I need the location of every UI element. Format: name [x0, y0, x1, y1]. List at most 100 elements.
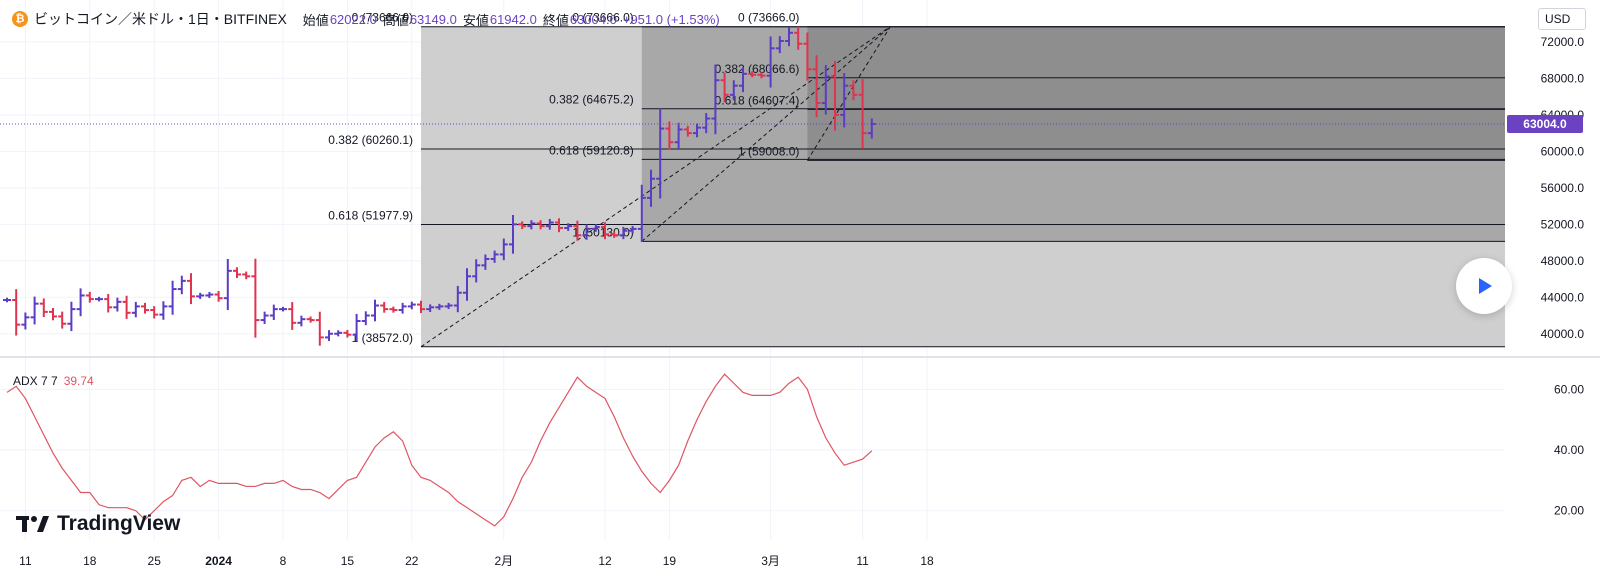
- ohlc-bar: [757, 72, 766, 79]
- fib-level-label: 0.382 (68066.6): [715, 62, 800, 76]
- fib-level-label: 0.382 (64675.2): [549, 93, 634, 107]
- low-value: 61942.0: [489, 11, 537, 27]
- ohlc-bar: [693, 123, 701, 138]
- time-axis-label: 2024: [205, 554, 232, 568]
- ohlc-bar: [269, 304, 278, 321]
- high-label: 高値: [382, 12, 409, 28]
- ohlc-bar: [674, 122, 683, 149]
- ohlc-bar: [619, 226, 628, 240]
- ohlc-bar: [325, 330, 333, 341]
- ohlc-bar: [67, 301, 76, 332]
- ohlc-bar: [417, 300, 425, 314]
- change-value: +951.0 (+1.53%): [622, 11, 720, 27]
- ohlc-bar: [573, 220, 582, 241]
- ohlc-bar: [665, 121, 674, 150]
- symbol-title[interactable]: ビットコイン／米ドル・1日・BITFINEX: [34, 11, 287, 27]
- price-axis-label: 40000.0: [1541, 327, 1585, 341]
- ohlc-bar: [463, 268, 471, 301]
- ohlc-bar: [536, 220, 545, 230]
- fib-level-label: 0.618 (64607.4): [715, 93, 800, 107]
- ohlc-bar: [720, 72, 729, 103]
- ohlc-bar: [545, 218, 554, 230]
- ohlc-bar: [30, 296, 39, 325]
- time-axis-label: 11: [19, 554, 32, 568]
- ohlc-bar: [315, 311, 324, 346]
- adx-axis-label: 20.00: [1554, 504, 1584, 518]
- ohlc-bar: [444, 302, 453, 309]
- fib-level-label: 0.618 (51977.9): [328, 209, 413, 223]
- adx-title: ADX 7 7: [13, 374, 58, 388]
- fib-level-label: 0 (73666.0): [738, 11, 799, 25]
- ohlc-bar: [260, 311, 269, 324]
- ohlc-bar: [711, 64, 720, 135]
- ohlc-bar: [849, 80, 858, 101]
- play-icon: [1479, 278, 1492, 294]
- tradingview-logo-icon: [16, 516, 49, 532]
- currency-button[interactable]: USD: [1538, 8, 1586, 30]
- adx-legend[interactable]: ADX 7 7 39.74: [13, 374, 94, 388]
- ohlc-bar: [159, 301, 168, 320]
- ohlc-bar: [610, 231, 619, 238]
- price-axis: 40000.0 44000.0 48000.0 52000.0 56000.0 60000…: [1507, 35, 1584, 341]
- ohlc-bar: [58, 311, 67, 329]
- close-label: 終値: [542, 12, 569, 28]
- ohlc-bar: [214, 290, 223, 302]
- time-axis-label: 19: [663, 554, 677, 568]
- close-value: 63004.0: [569, 11, 617, 27]
- ohlc-bar: [490, 250, 499, 263]
- ohlc-bar: [242, 271, 251, 280]
- ohlc-bar: [683, 125, 692, 137]
- time-axis-label: 25: [148, 554, 162, 568]
- fib-level-label: 1 (38572.0): [352, 331, 413, 345]
- price-axis-label: 48000.0: [1541, 254, 1585, 268]
- ohlc-bar: [122, 295, 131, 319]
- ohlc-bar: [251, 258, 260, 338]
- open-label: 始値: [302, 12, 329, 28]
- last-price-tag: [1507, 114, 1583, 133]
- ohlc-bar: [426, 304, 435, 313]
- ohlc-bar: [297, 315, 306, 327]
- price-axis-label: 72000.0: [1541, 35, 1585, 49]
- ohlc-bar: [361, 311, 370, 326]
- ohlc-bar: [435, 303, 444, 310]
- ohlc-bar: [748, 71, 757, 78]
- price-axis-label: 44000.0: [1541, 290, 1585, 304]
- ohlc-bar: [518, 221, 527, 230]
- ohlc-bar: [150, 306, 159, 319]
- ohlc-bar: [352, 313, 361, 342]
- ohlc-bar: [729, 80, 738, 101]
- tradingview-logo[interactable]: TradingView: [16, 512, 180, 536]
- ohlc-bar: [739, 67, 747, 93]
- ohlc-bar: [628, 225, 637, 234]
- time-axis-label: 2月: [494, 554, 513, 568]
- ohlc-bar: [453, 285, 462, 313]
- ohlc-bar: [812, 55, 821, 118]
- ohlc-bar: [601, 222, 609, 240]
- price-axis-label: 52000.0: [1541, 217, 1585, 231]
- ohlc-bar: [187, 273, 195, 305]
- low-label: 安値: [462, 12, 489, 28]
- ohlc-bar: [233, 267, 241, 279]
- fib-zone: [807, 26, 1505, 161]
- time-axis-label: 18: [920, 554, 934, 568]
- ohlc-bar: [775, 36, 784, 54]
- time-axis-label: 8: [280, 554, 287, 568]
- ohlc-bar: [3, 297, 11, 303]
- ohlc-bar: [279, 306, 287, 312]
- time-axis-label: 15: [341, 554, 355, 568]
- price-axis-label: 68000.0: [1541, 71, 1585, 85]
- fib-trend-line: [641, 26, 891, 242]
- ohlc-bar: [591, 224, 600, 232]
- fib-level-label: 0 (73666.0): [352, 11, 413, 25]
- fib-level-label: 0 (73666.0): [572, 11, 633, 25]
- replay-button[interactable]: [1456, 258, 1512, 314]
- ohlc-bar: [582, 224, 591, 240]
- ohlc-bar: [840, 73, 849, 128]
- ohlc-bar: [288, 302, 297, 330]
- ohlc-bar: [334, 330, 343, 337]
- ohlc-bar: [766, 36, 775, 88]
- fib-level-label: 0.382 (60260.1): [328, 133, 413, 147]
- adx-line: [6, 373, 873, 527]
- ohlc-bar: [141, 302, 149, 314]
